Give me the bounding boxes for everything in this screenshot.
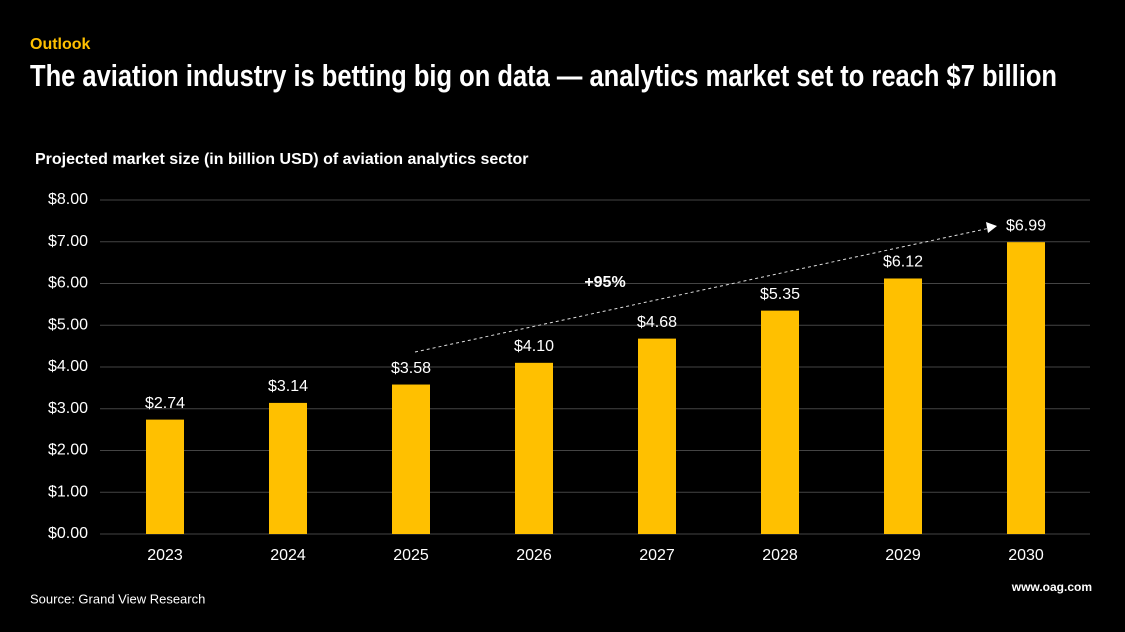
plot-area: $0.00 $1.00 $2.00 $3.00 $4.00 $5.00 $6.00 $7.00… [48,191,1090,564]
value-label: $6.12 [883,254,923,271]
y-tick-label: $4.00 [48,358,88,375]
y-tick-label: $2.00 [48,442,88,459]
value-label: $4.10 [514,338,554,355]
x-tick-label: 2023 [147,547,183,564]
arrow-head [986,222,997,233]
y-tick-label: $0.00 [48,525,88,542]
brand: www.oag.com [1011,580,1092,594]
x-tick-label: 2025 [393,547,429,564]
x-tick-label: 2026 [516,547,552,564]
x-tick-label: 2024 [270,547,306,564]
bar [884,278,922,534]
x-tick-label: 2029 [885,547,921,564]
bar [146,419,184,534]
y-tick-label: $3.00 [48,400,88,417]
x-tick-label: 2027 [639,547,675,564]
source: Source: Grand View Research [30,591,205,606]
y-tick-label: $1.00 [48,483,88,500]
bar [515,362,553,534]
chart-title: The aviation industry is betting big on … [30,58,1057,93]
kicker: Outlook [30,36,91,53]
value-label: $5.35 [760,286,800,303]
y-tick-label: $7.00 [48,233,88,250]
bar [761,310,799,534]
x-tick-label: 2030 [1008,547,1044,564]
y-tick-label: $6.00 [48,275,88,292]
bar [638,338,676,534]
chart-subtitle: Projected market size (in billion USD) o… [35,151,528,168]
y-tick-label: $5.00 [48,316,88,333]
trend-arrow [414,227,991,353]
value-label: $4.68 [637,314,677,331]
bar [1007,242,1045,535]
x-tick-label: 2028 [762,547,798,564]
value-label: $3.14 [268,378,308,395]
value-label: $6.99 [1006,217,1046,234]
value-label: $2.74 [145,395,185,412]
annotation: +95% [584,274,625,291]
bar [269,402,307,534]
bar [392,384,430,534]
value-label: $3.58 [391,360,431,377]
y-tick-label: $8.00 [48,191,88,208]
